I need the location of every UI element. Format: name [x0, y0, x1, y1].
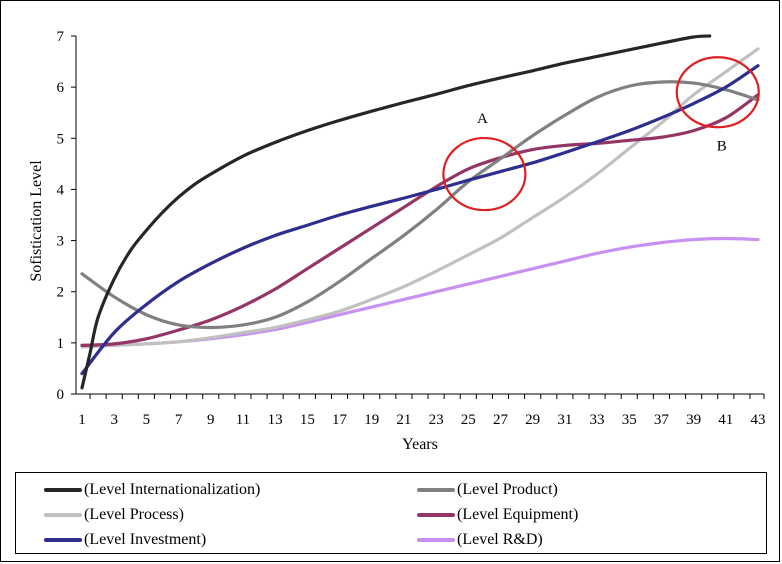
- x-tick-label: 37: [654, 412, 670, 428]
- x-tick-label: 29: [525, 412, 540, 428]
- legend-swatch: [44, 513, 82, 517]
- annotation-label: A: [477, 111, 488, 127]
- legend-label: (Level Internationalization): [84, 481, 261, 498]
- y-tick-label: 6: [57, 80, 65, 96]
- series-layer: [80, 34, 760, 390]
- x-axis-title: Years: [402, 436, 438, 453]
- series-line: [80, 64, 760, 376]
- legend-label: (Level Investment): [84, 531, 207, 548]
- x-tick-label: 35: [622, 412, 637, 428]
- legend: (Level Internationalization) (Level Prod…: [15, 472, 767, 554]
- legend-label: (Level Equipment): [457, 506, 579, 523]
- legend-label: (Level Product): [457, 481, 558, 498]
- x-tick-label: 5: [143, 412, 151, 428]
- legend-item: (Level Internationalization): [44, 479, 260, 501]
- series-line: [80, 34, 712, 390]
- legend-label: (Level R&D): [457, 531, 543, 548]
- x-tick-label: 17: [332, 412, 348, 428]
- x-tick-label: 19: [364, 412, 379, 428]
- series-line: [80, 93, 760, 348]
- series-line: [80, 47, 760, 349]
- x-tick-label: 7: [175, 412, 183, 428]
- x-tick-label: 11: [236, 412, 250, 428]
- x-tick-label: 9: [207, 412, 215, 428]
- x-tick-label: 43: [751, 412, 766, 428]
- x-tick-label: 13: [268, 412, 283, 428]
- y-tick-label: 1: [57, 336, 65, 352]
- legend-swatch: [417, 538, 455, 542]
- y-axis-title: Sofistication Level: [28, 160, 45, 282]
- legend-item: (Level R&D): [417, 529, 543, 551]
- legend-swatch: [417, 513, 455, 517]
- y-tick-label: 0: [57, 387, 65, 403]
- annotation-circle: [675, 56, 760, 129]
- x-tick-label: 1: [78, 412, 86, 428]
- legend-item: (Level Process): [44, 504, 184, 526]
- annotation-label: B: [717, 138, 727, 154]
- x-tick-label: 15: [300, 412, 315, 428]
- x-tick-label: 3: [110, 412, 118, 428]
- y-tick-label: 2: [57, 285, 65, 301]
- x-tick-label: 39: [686, 412, 701, 428]
- x-tick-label: 25: [461, 412, 476, 428]
- legend-item: (Level Investment): [44, 529, 206, 551]
- y-tick-label: 5: [57, 131, 65, 147]
- legend-item: (Level Product): [417, 479, 558, 501]
- legend-swatch: [44, 538, 82, 542]
- series-line: [80, 80, 760, 330]
- y-tick-label: 7: [57, 29, 65, 45]
- x-tick-label: 31: [557, 412, 572, 428]
- annotation-layer: AB: [442, 56, 760, 212]
- legend-label: (Level Process): [84, 506, 184, 523]
- legend-item: (Level Equipment): [417, 504, 578, 526]
- x-tick-label: 23: [429, 412, 444, 428]
- y-tick-label: 4: [57, 182, 65, 198]
- legend-swatch: [44, 488, 82, 492]
- x-tick-label: 21: [396, 412, 411, 428]
- y-tick-label: 3: [57, 234, 65, 250]
- annotation-circle: [442, 136, 527, 212]
- x-tick-label: 33: [590, 412, 605, 428]
- legend-swatch: [417, 488, 455, 492]
- x-tick-label: 27: [493, 412, 509, 428]
- x-tick-label: 41: [718, 412, 733, 428]
